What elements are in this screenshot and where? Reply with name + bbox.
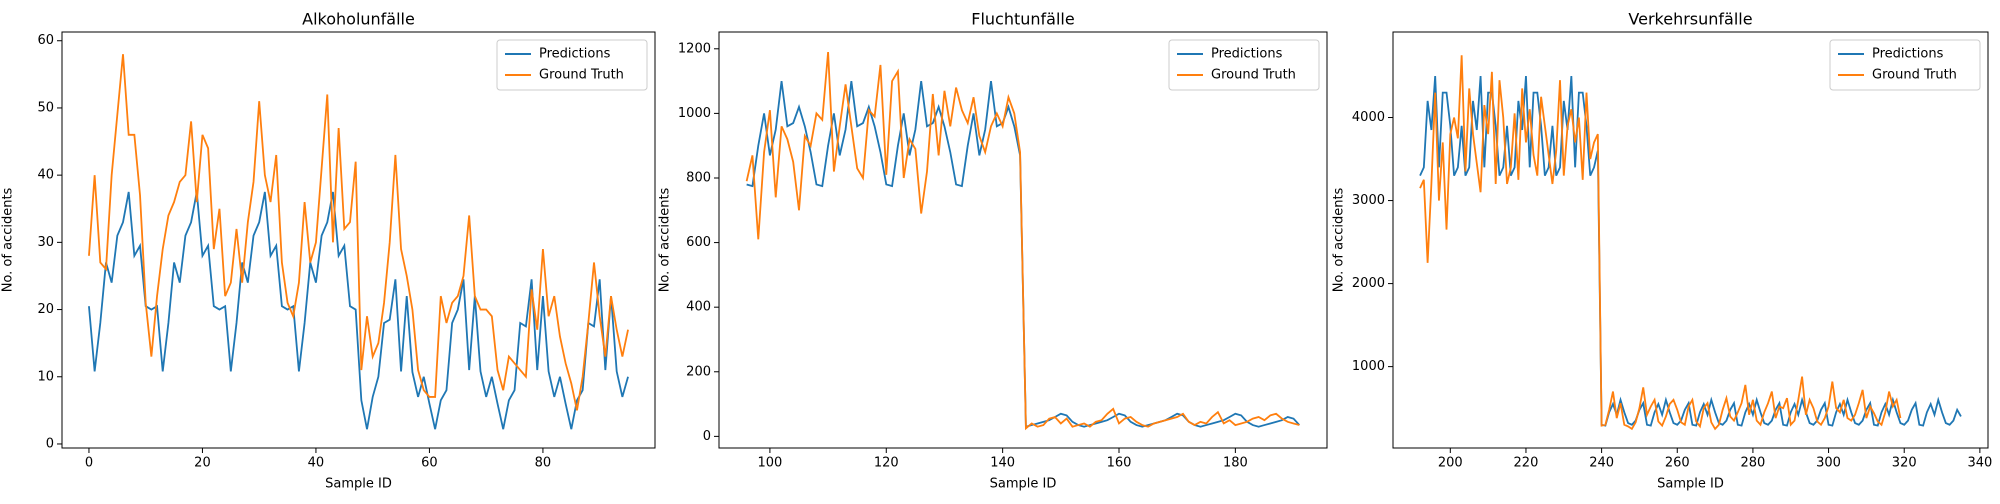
series-line — [1419, 75, 1962, 427]
y-tick-label: 50 — [37, 100, 54, 115]
y-tick-label: 10 — [37, 369, 54, 384]
x-tick-label: 20 — [194, 456, 211, 471]
legend-label: Predictions — [539, 47, 611, 62]
y-tick-label: 200 — [686, 364, 711, 379]
x-axis-label: Sample ID — [325, 477, 392, 492]
legend-label: Predictions — [1872, 47, 1944, 62]
y-axis-label: No. of accidents — [1332, 187, 1347, 292]
chart-title: Verkehrsunfälle — [1628, 10, 1752, 29]
x-tick-label: 120 — [874, 456, 899, 471]
x-tick-label: 140 — [990, 456, 1015, 471]
y-tick-label: 30 — [37, 235, 54, 250]
legend-label: Ground Truth — [539, 68, 624, 83]
x-tick-label: 160 — [1107, 456, 1132, 471]
x-tick-label: 80 — [535, 456, 552, 471]
y-tick-label: 0 — [703, 429, 711, 444]
x-tick-label: 180 — [1223, 456, 1248, 471]
series-line — [88, 191, 629, 430]
x-tick-label: 320 — [1892, 456, 1917, 471]
chart-title: Alkoholunfälle — [302, 10, 415, 29]
y-tick-label: 1000 — [1352, 359, 1385, 374]
y-tick-label: 0 — [46, 436, 54, 451]
x-tick-label: 340 — [1967, 456, 1992, 471]
y-tick-label: 20 — [37, 302, 54, 317]
legend-box — [496, 39, 648, 91]
y-tick-label: 600 — [686, 235, 711, 250]
legend-label: Predictions — [1211, 47, 1283, 62]
y-tick-label: 60 — [37, 33, 54, 48]
series-line — [1419, 55, 1902, 431]
x-tick-label: 300 — [1816, 456, 1841, 471]
series-line — [88, 54, 629, 411]
y-tick-label: 4000 — [1352, 110, 1385, 125]
x-tick-label: 280 — [1740, 456, 1765, 471]
y-tick-label: 1000 — [678, 106, 711, 121]
legend-box — [1829, 39, 1981, 91]
y-tick-label: 800 — [686, 170, 711, 185]
x-tick-label: 220 — [1514, 456, 1539, 471]
y-axis-label: No. of accidents — [1, 187, 16, 292]
legend-box — [1168, 39, 1320, 91]
x-tick-label: 40 — [308, 456, 325, 471]
axes-frame — [1392, 31, 1989, 449]
legend-label: Ground Truth — [1872, 68, 1957, 83]
x-tick-label: 200 — [1438, 456, 1463, 471]
y-axis-label: No. of accidents — [658, 187, 673, 292]
chart-title: Fluchtunfälle — [971, 10, 1074, 29]
x-tick-label: 260 — [1665, 456, 1690, 471]
legend-label: Ground Truth — [1211, 68, 1296, 83]
x-tick-label: 240 — [1589, 456, 1614, 471]
axes-frame — [718, 31, 1328, 449]
y-tick-label: 1200 — [678, 41, 711, 56]
y-tick-label: 400 — [686, 300, 711, 315]
x-tick-label: 100 — [757, 456, 782, 471]
series-line — [745, 51, 1300, 431]
x-axis-label: Sample ID — [990, 477, 1057, 492]
axes-frame — [61, 31, 656, 449]
x-tick-label: 0 — [85, 456, 93, 471]
y-tick-label: 40 — [37, 168, 54, 183]
x-tick-label: 60 — [421, 456, 438, 471]
x-axis-label: Sample ID — [1657, 477, 1724, 492]
y-tick-label: 3000 — [1352, 193, 1385, 208]
y-tick-label: 2000 — [1352, 276, 1385, 291]
